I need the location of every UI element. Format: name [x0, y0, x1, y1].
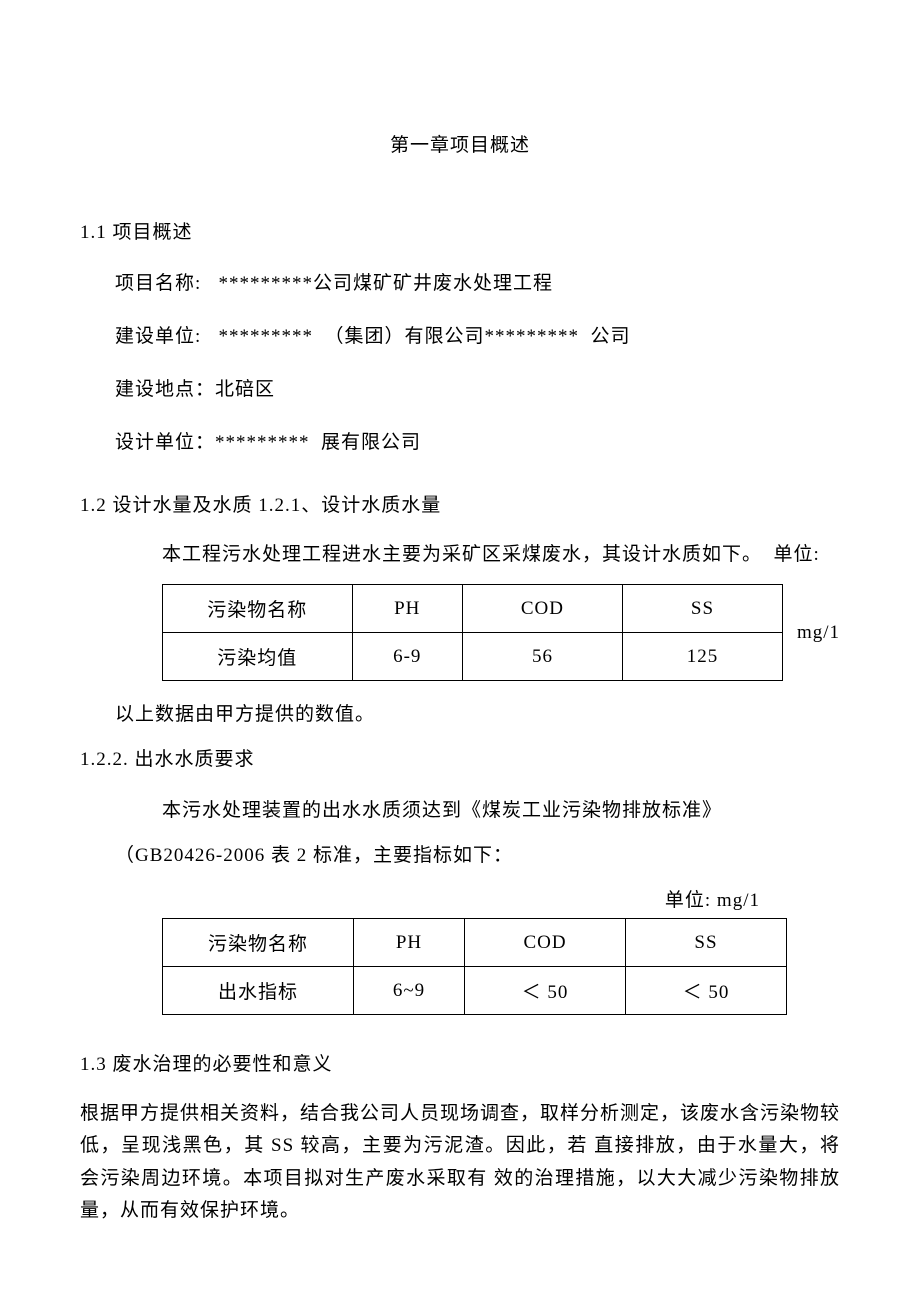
- table-header-cell: 污染物名称: [163, 585, 353, 633]
- document-page: 第一章项目概述 1.1 项目概述 项目名称: *********公司煤矿矿井废水…: [0, 0, 920, 1303]
- table-row-label: 出水指标: [163, 967, 354, 1015]
- outflow-unit-label: 单位: mg/1: [80, 885, 760, 912]
- chapter-title: 第一章项目概述: [80, 130, 840, 157]
- design-unit-row: 设计单位： ********* 展有限公司: [115, 427, 840, 454]
- inflow-unit-suffix: mg/1: [797, 622, 840, 644]
- table-header-cell: COD: [462, 585, 622, 633]
- outflow-line1: 本污水处理装置的出水水质须达到《煤炭工业污染物排放标准》: [162, 795, 840, 822]
- table-header-cell: SS: [626, 919, 787, 967]
- build-unit-row: 建设单位: ********* （集团）有限公司********* 公司: [115, 321, 840, 348]
- inflow-table-wrap: 污染物名称PHCODSS 污染均值6-956125 mg/1: [162, 584, 840, 681]
- inflow-table: 污染物名称PHCODSS 污染均值6-956125: [162, 584, 783, 681]
- table-cell: ＜ 50: [626, 967, 787, 1015]
- build-unit-label: 建设单位:: [115, 321, 219, 348]
- table-cell: 125: [622, 633, 782, 681]
- outflow-table-wrap: 污染物名称PHCODSS出水指标6~9＜ 50＜ 50: [162, 918, 840, 1015]
- inflow-note: 以上数据由甲方提供的数值。: [115, 699, 840, 726]
- table-header-cell: SS: [622, 585, 782, 633]
- project-name-value: *********公司煤矿矿井废水处理工程: [219, 268, 554, 295]
- build-unit-value: ********* （集团）有限公司********* 公司: [219, 321, 631, 348]
- outflow-line2: （GB20426-2006 表 2 标准，主要指标如下：: [115, 840, 840, 867]
- build-location-row: 建设地点： 北碚区: [115, 374, 840, 401]
- design-unit-label: 设计单位：: [115, 427, 215, 454]
- project-name-row: 项目名称: *********公司煤矿矿井废水处理工程: [115, 268, 840, 295]
- table-cell: 6-9: [352, 633, 462, 681]
- section-1-3-heading: 1.3 废水治理的必要性和意义: [80, 1049, 840, 1076]
- table-cell: 56: [462, 633, 622, 681]
- design-unit-value: ********* 展有限公司: [215, 427, 421, 454]
- table-cell: 6~9: [354, 967, 465, 1015]
- section-1-2-heading: 1.2 设计水量及水质 1.2.1、设计水质水量: [80, 490, 840, 517]
- table-header-cell: PH: [352, 585, 462, 633]
- table-row-label: 污染均值: [163, 633, 353, 681]
- table-header-cell: PH: [354, 919, 465, 967]
- table-header-cell: COD: [465, 919, 626, 967]
- table-cell: ＜ 50: [465, 967, 626, 1015]
- section-1-3-paragraph: 根据甲方提供相关资料，结合我公司人员现场调查，取样分析测定，该废水含污染物较低，…: [80, 1098, 840, 1227]
- build-location-label: 建设地点：: [115, 374, 215, 401]
- table-header-cell: 污染物名称: [163, 919, 354, 967]
- project-name-label: 项目名称:: [115, 268, 219, 295]
- outflow-table: 污染物名称PHCODSS出水指标6~9＜ 50＜ 50: [162, 918, 787, 1015]
- section-1-2-2-heading: 1.2.2. 出水水质要求: [80, 744, 840, 771]
- section-1-2-intro: 本工程污水处理工程进水主要为采矿区采煤废水，其设计水质如下。 单位:: [162, 539, 840, 566]
- section-1-1-heading: 1.1 项目概述: [80, 217, 840, 244]
- build-location-value: 北碚区: [215, 374, 275, 401]
